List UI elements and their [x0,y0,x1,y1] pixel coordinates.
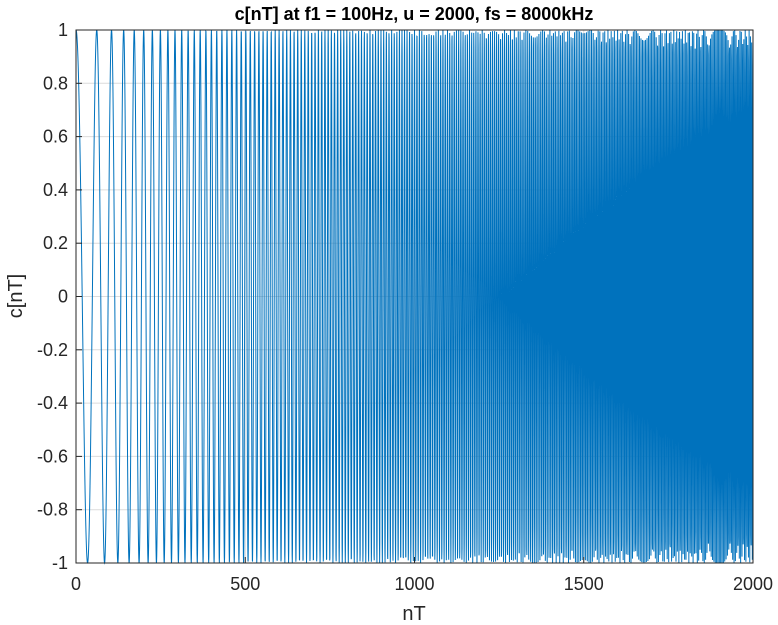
y-tick-label: -1 [52,553,68,573]
y-tick-label: 0.4 [43,180,68,200]
x-tick-label: 1000 [394,574,434,594]
x-axis-label: nT [402,603,425,625]
axes-frame [75,29,754,564]
y-tick-label: 0.2 [43,233,68,253]
x-tick-label: 500 [230,574,260,594]
y-axis-label: c[nT] [5,274,27,318]
x-tick-label: 0 [71,574,81,594]
y-tick-label: -0.8 [37,500,68,520]
tick-labels: 0 500 1000 1500 2000 1 0.8 0.6 0.4 0.2 0 -0.2 -0.4 -0… [37,20,773,594]
y-tick-label: -0.6 [37,446,68,466]
y-tick-label: -0.2 [37,340,68,360]
x-tick-label: 2000 [733,574,773,594]
y-tick-label: 0.8 [43,73,68,93]
x-tick-label: 1500 [564,574,604,594]
y-tick-label: -0.4 [37,393,68,413]
chart-title: c[nT] at f1 = 100Hz, u = 2000, fs = 8000… [235,4,594,24]
y-tick-label: 0 [58,287,68,307]
plot-frame [75,29,754,564]
y-tick-label: 1 [58,20,68,40]
y-tick-label: 0.6 [43,127,68,147]
